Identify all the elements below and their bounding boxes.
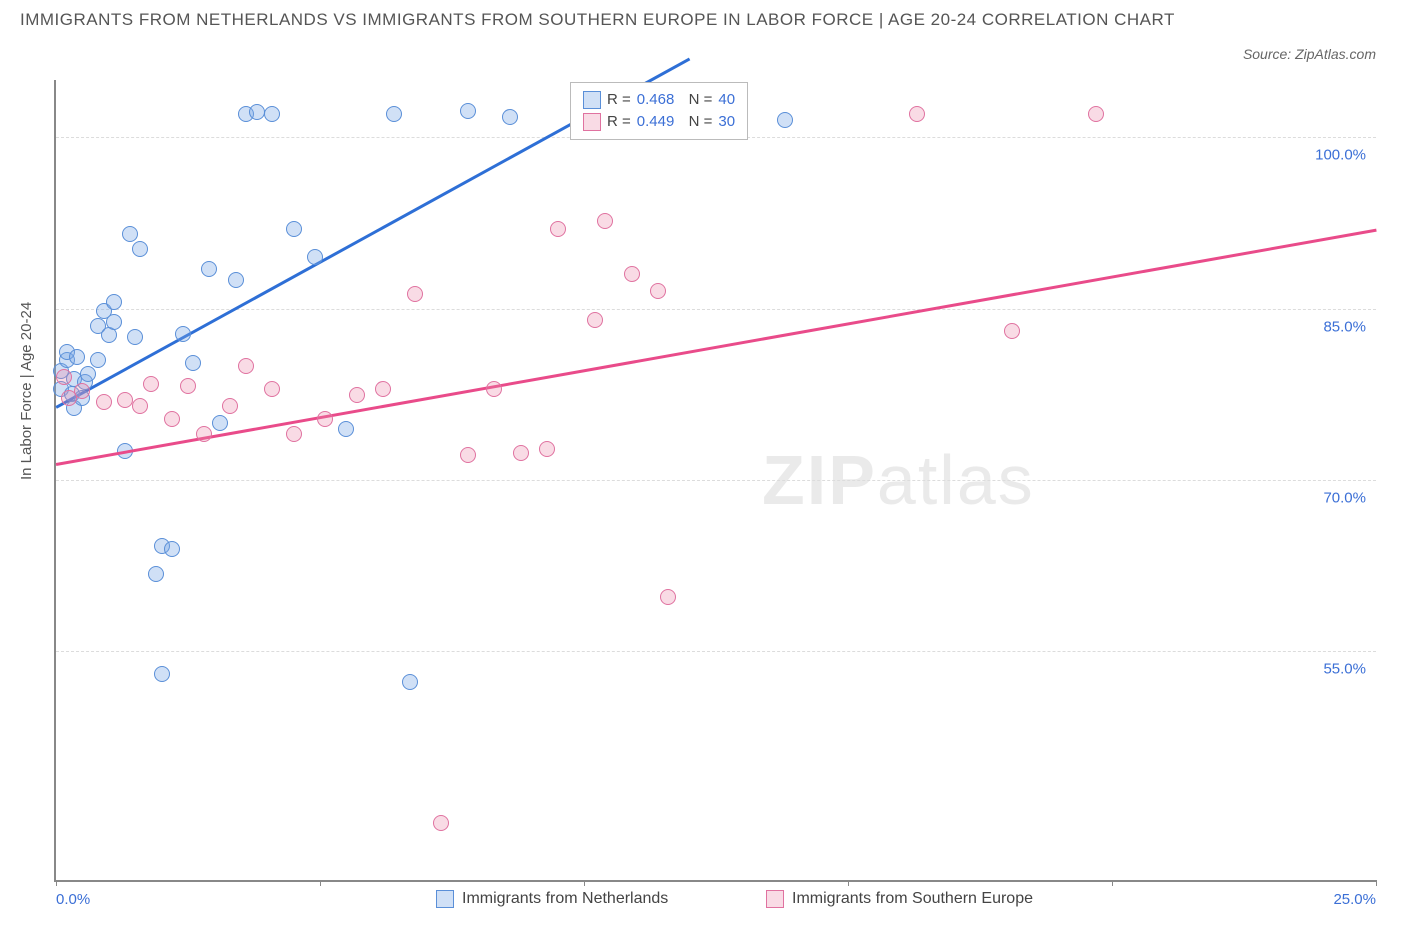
data-point [597,213,613,229]
legend-swatch [583,113,601,131]
legend-n-value: 30 [718,111,735,133]
data-point [286,221,302,237]
data-point [175,326,191,342]
data-point [127,329,143,345]
y-axis-label: In Labor Force | Age 20-24 [18,302,35,480]
data-point [117,392,133,408]
data-point [69,349,85,365]
legend-n-label: N = [680,111,712,133]
data-point [550,221,566,237]
y-tick-label: 70.0% [1323,490,1366,507]
data-point [106,294,122,310]
data-point [132,398,148,414]
data-point [238,358,254,374]
data-point [80,366,96,382]
series-name: Immigrants from Netherlands [462,890,668,908]
data-point [249,104,265,120]
data-point [650,283,666,299]
data-point [386,106,402,122]
x-tick [848,880,849,886]
data-point [777,112,793,128]
data-point [180,378,196,394]
data-point [624,266,640,282]
gridline [56,480,1376,481]
trend-line [56,229,1376,466]
data-point [74,383,90,399]
legend-r-label: R = [607,89,631,111]
data-point [286,426,302,442]
data-point [106,314,122,330]
data-point [407,286,423,302]
data-point [1004,323,1020,339]
data-point [222,398,238,414]
data-point [132,241,148,257]
legend-n-label: N = [680,89,712,111]
legend-swatch [436,890,454,908]
data-point [486,381,502,397]
data-point [154,666,170,682]
data-point [587,312,603,328]
data-point [56,369,72,385]
data-point [539,441,555,457]
series-name: Immigrants from Southern Europe [792,890,1033,908]
source-attribution: Source: ZipAtlas.com [1243,46,1376,62]
series-legend: Immigrants from Southern Europe [766,890,1033,908]
legend-r-label: R = [607,111,631,133]
x-tick [1376,880,1377,886]
data-point [660,589,676,605]
chart-title: IMMIGRANTS FROM NETHERLANDS VS IMMIGRANT… [20,10,1175,30]
x-tick [1112,880,1113,886]
x-tick [56,880,57,886]
data-point [402,674,418,690]
x-tick-label: 0.0% [56,891,90,908]
data-point [196,426,212,442]
legend-row: R = 0.449 N = 30 [583,111,735,133]
data-point [307,249,323,265]
legend-n-value: 40 [718,89,735,111]
data-point [460,447,476,463]
y-tick-label: 100.0% [1315,147,1366,164]
scatter-chart: ZIPatlas 55.0%70.0%85.0%100.0%0.0%25.0%I… [54,80,1376,882]
data-point [264,106,280,122]
data-point [502,109,518,125]
data-point [143,376,159,392]
x-tick [584,880,585,886]
data-point [228,272,244,288]
legend-r-value: 0.449 [637,111,675,133]
legend-r-value: 0.468 [637,89,675,111]
data-point [349,387,365,403]
x-tick [320,880,321,886]
data-point [317,411,333,427]
legend-swatch [766,890,784,908]
x-tick-label: 25.0% [1333,891,1376,908]
data-point [96,394,112,410]
data-point [201,261,217,277]
data-point [460,103,476,119]
data-point [90,352,106,368]
gridline [56,651,1376,652]
correlation-legend: R = 0.468 N = 40R = 0.449 N = 30 [570,82,748,140]
data-point [338,421,354,437]
data-point [164,411,180,427]
series-legend: Immigrants from Netherlands [436,890,668,908]
data-point [122,226,138,242]
legend-swatch [583,91,601,109]
data-point [164,541,180,557]
data-point [212,415,228,431]
y-tick-label: 85.0% [1323,318,1366,335]
data-point [909,106,925,122]
data-point [264,381,280,397]
data-point [148,566,164,582]
legend-row: R = 0.468 N = 40 [583,89,735,111]
data-point [185,355,201,371]
gridline [56,309,1376,310]
y-tick-label: 55.0% [1323,661,1366,678]
data-point [433,815,449,831]
data-point [1088,106,1104,122]
data-point [513,445,529,461]
data-point [375,381,391,397]
